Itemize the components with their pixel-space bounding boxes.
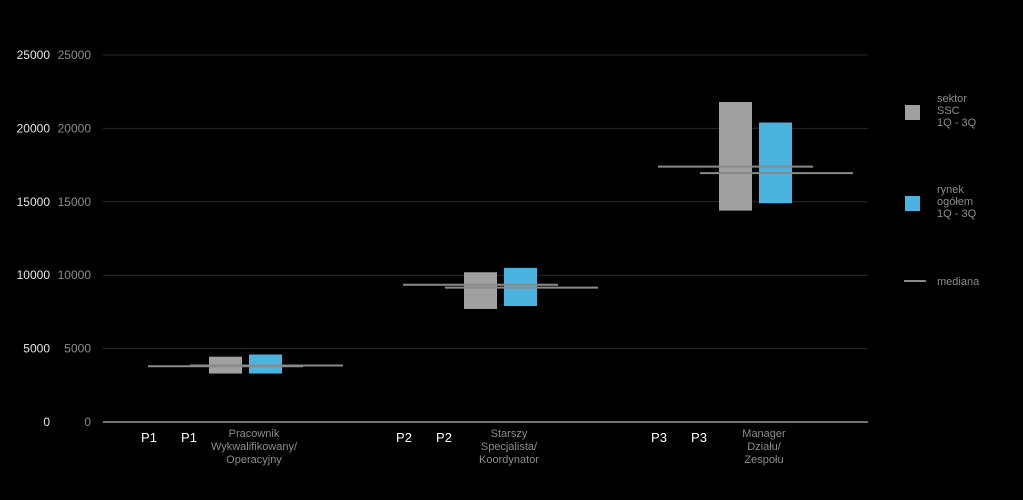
y-tick-label: 0 — [43, 415, 50, 429]
y-tick-label: 5000 — [23, 342, 50, 356]
y-tick-label: 0 — [84, 415, 91, 429]
y-axis-ticks: 0 0 5000 5000 10000 10000 15000 15000 20000 20000… — [17, 48, 92, 429]
y-tick-label: 25000 — [58, 48, 92, 62]
y-tick-label: 20000 — [17, 121, 51, 135]
y-tick-label: 15000 — [58, 195, 92, 209]
y-tick-label: 20000 — [58, 121, 92, 135]
category-name-label: Wykwalifikowany/ — [211, 441, 298, 453]
range-bars — [209, 101, 792, 374]
category-code-label: P2 — [436, 430, 452, 445]
y-tick-label: 10000 — [17, 268, 51, 282]
legend-label: rynek — [937, 184, 964, 196]
legend-swatch — [905, 196, 920, 211]
legend-label: SSC — [937, 105, 960, 117]
legend-label: mediana — [937, 276, 980, 288]
category-code-label: P1 — [141, 430, 157, 445]
legend-label: 1Q - 3Q — [937, 208, 977, 220]
median-lines — [148, 165, 853, 368]
category-name-label: Zespołu — [744, 454, 783, 466]
category-code-label: P1 — [181, 430, 197, 445]
range-bar — [759, 122, 792, 204]
category-name-label: Pracownik — [229, 428, 280, 440]
category-name-label: Starszy — [491, 428, 528, 440]
y-tick-label: 10000 — [58, 268, 92, 282]
category-code-label: P3 — [691, 430, 707, 445]
category-code-label: P2 — [396, 430, 412, 445]
legend-label: sektor — [937, 93, 967, 105]
category-name-label: Manager — [742, 428, 786, 440]
category-code-label: P3 — [651, 430, 667, 445]
range-bar — [249, 354, 282, 374]
y-tick-label: 15000 — [17, 195, 51, 209]
y-tick-label: 5000 — [64, 342, 91, 356]
y-tick-label: 25000 — [17, 48, 51, 62]
legend-swatch — [905, 105, 920, 120]
category-name-label: Specjalista/ — [481, 441, 538, 453]
category-name-label: Koordynator — [479, 454, 539, 466]
range-bar — [464, 272, 497, 309]
legend-label: 1Q - 3Q — [937, 117, 977, 129]
legend-label: ogółem — [937, 196, 973, 208]
category-name-label: Operacyjny — [226, 454, 282, 466]
range-bar — [719, 101, 752, 211]
category-name-label: Działu/ — [747, 441, 782, 453]
